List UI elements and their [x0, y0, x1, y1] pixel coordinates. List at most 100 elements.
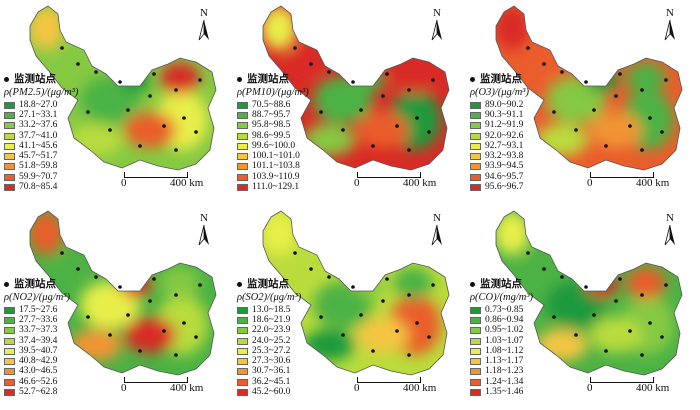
region-map-pm10	[262, 5, 450, 171]
monitoring-station-dot	[560, 275, 564, 279]
legend-station-label: 监测站点	[14, 73, 56, 85]
legend-swatch	[237, 316, 248, 324]
monitoring-station-dot	[359, 313, 363, 317]
legend-swatch	[470, 111, 481, 119]
map-panel-no2: N 监测站点 ρ(NO2)/(μg/m³) 17.5~27.6 27.7~33.6 33.…	[0, 205, 233, 410]
legend-class-label: 45.7~51.7	[19, 151, 58, 162]
concentration-zone	[56, 48, 92, 72]
legend-class-item: 33.7~37.3	[4, 325, 70, 336]
north-arrow-icon	[664, 19, 675, 41]
legend-class-label: 33.7~37.3	[19, 325, 58, 336]
legend-class-label: 0.73~0.85	[485, 304, 524, 315]
legend-swatch	[237, 358, 248, 366]
region-map-so2	[262, 210, 450, 376]
monitoring-station-dot	[552, 315, 556, 319]
concentration-zone	[120, 273, 152, 297]
north-label: N	[666, 7, 674, 19]
scale-zero-label: 0	[121, 382, 127, 394]
monitoring-station-dot	[552, 110, 556, 114]
legend-swatch	[4, 368, 15, 376]
scale-zero-label: 0	[354, 177, 360, 189]
legend-swatch	[4, 306, 15, 314]
region-map-o3	[495, 5, 683, 171]
scale-bar-line	[357, 377, 421, 383]
concentration-zone	[30, 6, 64, 50]
scale-distance-label: 400 km	[403, 177, 437, 189]
legend-station-entry: 监测站点	[470, 279, 533, 290]
legend-swatch	[237, 184, 248, 192]
legend-class-item: 90.3~91.1	[470, 110, 529, 120]
legend-class-label: 70.8~85.4	[19, 182, 58, 193]
concentration-zone	[160, 62, 200, 94]
legend-station-entry: 监测站点	[237, 279, 301, 290]
map-legend: 监测站点 ρ(SO2)/(μg/m³) 13.0~18.5 18.6~21.9 22.0…	[237, 279, 301, 398]
north-arrow: N	[662, 213, 678, 249]
legend-class-label: 92.0~92.6	[485, 130, 524, 141]
legend-class-label: 91.2~91.9	[485, 120, 524, 131]
legend-title: ρ(PM2.5)/(μg/m³)	[4, 87, 79, 98]
legend-class-item: 41.1~45.6	[4, 141, 78, 151]
legend-class-item: 51.8~59.8	[4, 161, 78, 172]
monitoring-station-dot	[604, 144, 608, 148]
legend-class-item: 92.7~93.1	[470, 141, 529, 151]
scale-zero-label: 0	[354, 382, 360, 394]
legend-class-label: 24.0~25.2	[252, 335, 291, 346]
monitoring-station-dot	[660, 335, 664, 339]
map-panel-pm25: N 监测站点 ρ(PM2.5)/(μg/m³) 18.8~27.0 27.1~33.1 3…	[0, 0, 233, 205]
monitoring-station-dot	[584, 285, 588, 289]
monitoring-station-dot	[60, 46, 64, 50]
legend-swatch	[237, 368, 248, 376]
monitoring-station-dot	[660, 130, 664, 134]
region-boundary	[495, 210, 683, 376]
legend-swatch	[4, 358, 15, 366]
monitoring-station-dot	[395, 329, 399, 333]
monitoring-station-dot	[640, 148, 644, 152]
north-label: N	[433, 212, 441, 224]
monitoring-station-dot	[385, 277, 389, 281]
legend-swatch	[470, 122, 481, 130]
legend-class-label: 59.9~70.7	[19, 171, 58, 182]
concentration-zone	[313, 76, 373, 124]
map-panel-co: N 监测站点 ρ(CO)/(mg/m³) 0.73~0.85 0.86~0.94 0.95…	[466, 205, 699, 410]
legend-class-item: 99.6~100.0	[237, 141, 309, 151]
map-panel-so2: N 监测站点 ρ(SO2)/(μg/m³) 13.0~18.5 18.6~21.9 22.…	[233, 205, 466, 410]
concentration-zone	[536, 329, 588, 361]
north-arrow-icon	[431, 19, 442, 41]
monitoring-station-dot	[319, 315, 323, 319]
monitoring-station-dot	[174, 293, 178, 297]
monitoring-station-dot	[94, 275, 98, 279]
legend-swatch	[470, 173, 481, 181]
legend-swatch	[4, 378, 15, 386]
legend-station-label: 监测站点	[14, 278, 56, 290]
legend-class-item: 18.6~21.9	[237, 315, 301, 325]
monitoring-station-dot	[152, 277, 156, 281]
concentration-zone	[393, 62, 433, 94]
legend-class-item: 24.0~25.2	[237, 336, 301, 346]
legend-class-item: 27.3~30.6	[237, 356, 301, 366]
monitoring-station-dot	[341, 128, 345, 132]
monitoring-station-dot	[407, 353, 411, 357]
concentration-zone	[80, 281, 140, 329]
legend-swatch	[470, 368, 481, 376]
north-arrow: N	[196, 213, 212, 249]
legend-class-label: 27.3~30.6	[252, 356, 291, 367]
legend-swatch	[237, 163, 248, 171]
legend-swatch	[4, 132, 15, 140]
monitoring-station-dot	[618, 72, 622, 76]
legend-swatch	[470, 306, 481, 314]
scale-zero-label: 0	[587, 177, 593, 189]
legend-class-label: 88.7~95.7	[252, 109, 291, 120]
monitoring-station-dot	[94, 70, 98, 74]
region-map-pm25	[29, 5, 217, 171]
legend-class-item: 1.24~1.34	[470, 377, 533, 387]
legend-class-label: 36.2~45.1	[252, 376, 291, 387]
scale-bar-line	[124, 172, 188, 178]
concentration-zone	[590, 112, 642, 148]
legend-swatch	[4, 153, 15, 161]
legend-swatch	[470, 101, 481, 109]
north-arrow-icon	[431, 224, 442, 246]
legend-class-item: 89.0~90.2	[470, 100, 529, 110]
monitoring-station-dot	[293, 46, 297, 50]
legend-class-label: 46.6~52.6	[19, 376, 58, 387]
scale-bar-line	[590, 172, 654, 178]
